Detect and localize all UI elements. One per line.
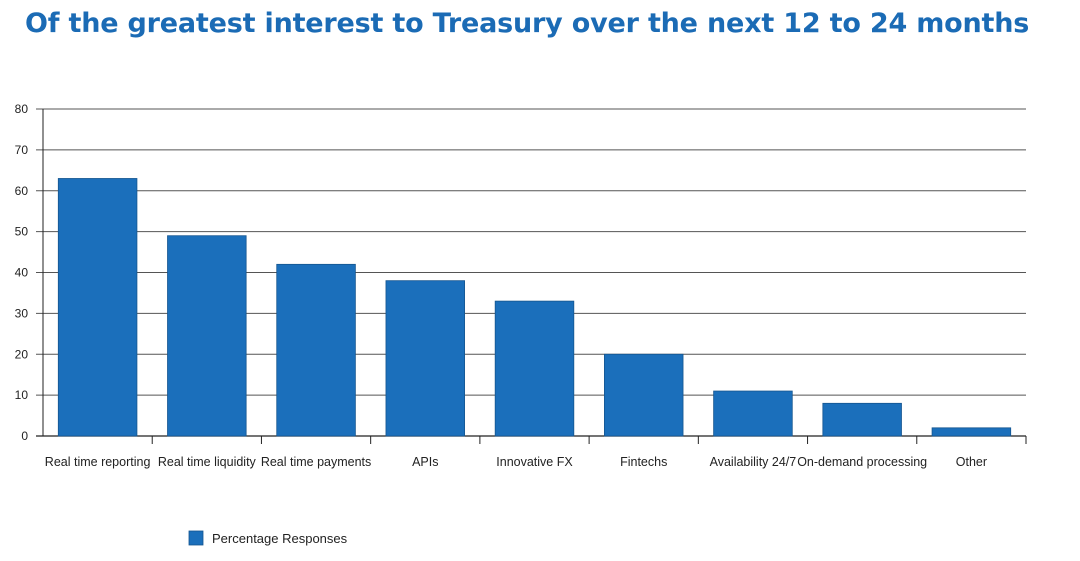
x-category-label: Availability 24/7 — [710, 455, 797, 469]
bar — [713, 390, 793, 437]
legend-swatch — [188, 530, 204, 546]
bars — [57, 178, 1012, 437]
bar — [604, 353, 684, 437]
y-tick-label: 0 — [21, 429, 28, 443]
bar — [276, 263, 356, 437]
bar — [822, 402, 902, 437]
y-tick-label: 80 — [15, 102, 29, 116]
x-category-label: Fintechs — [620, 455, 667, 469]
bar — [57, 178, 138, 437]
bar — [931, 427, 1012, 437]
x-axis — [42, 109, 1027, 444]
y-tick-label: 40 — [15, 266, 29, 280]
x-category-label: APIs — [412, 455, 438, 469]
y-tick-label: 20 — [15, 347, 29, 361]
legend-label: Percentage Responses — [212, 531, 348, 546]
y-tick-label: 50 — [15, 225, 29, 239]
x-category-label: Other — [956, 455, 987, 469]
y-tick-label: 10 — [15, 388, 29, 402]
x-category-label: On-demand processing — [797, 455, 927, 469]
x-category-label: Innovative FX — [496, 455, 573, 469]
x-category-label: Real time reporting — [45, 455, 151, 469]
x-category-label: Real time liquidity — [158, 455, 257, 469]
y-tick-label: 70 — [15, 143, 29, 157]
bar — [167, 235, 247, 437]
x-category-label: Real time payments — [261, 455, 371, 469]
chart-title: Of the greatest interest to Treasury ove… — [25, 8, 1030, 39]
bar — [494, 300, 575, 437]
bar — [385, 280, 465, 437]
y-tick-label: 60 — [15, 184, 29, 198]
y-tick-label: 30 — [15, 306, 29, 320]
y-axis-tick-labels: 0 10 20 30 40 50 60 70 80 — [15, 102, 29, 443]
category-labels: Real time reporting Real time liquidity Re… — [45, 455, 987, 469]
legend: Percentage Responses — [188, 530, 348, 546]
